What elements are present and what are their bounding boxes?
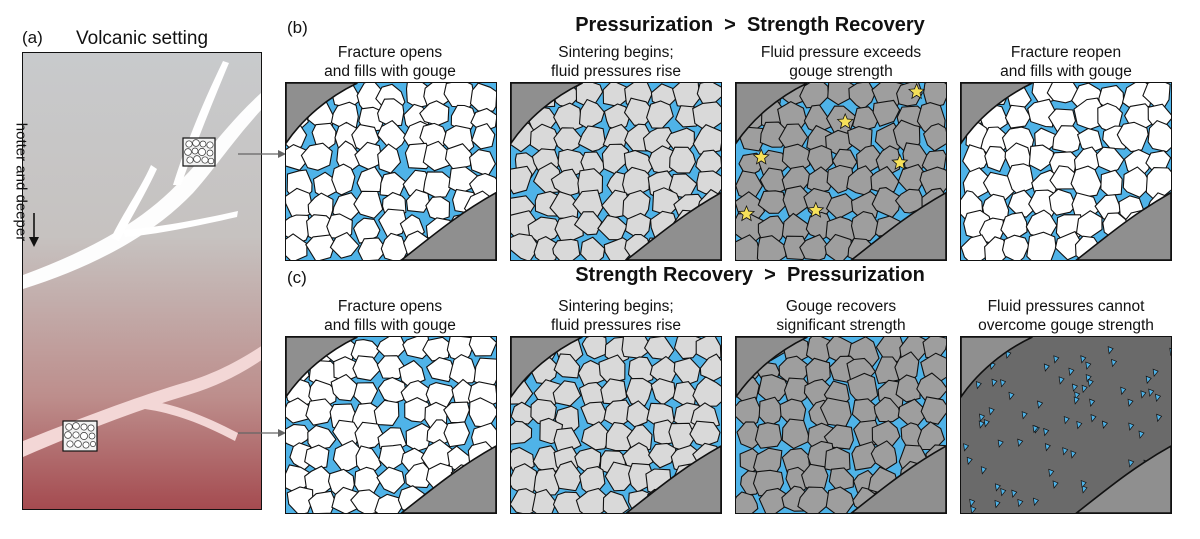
row-b-caption-1: Fracture opens and fills with gouge xyxy=(324,44,456,80)
panel-b-label: (b) xyxy=(287,18,308,37)
row-b-heading: Pressurization > Strength Recovery xyxy=(575,14,925,36)
row-b-caption-4: Fracture reopen and fills with gouge xyxy=(1000,44,1132,80)
row-b-panel-4 xyxy=(960,82,1172,261)
row-c-caption-2: Sintering begins; fluid pressures rise xyxy=(550,298,682,334)
gouge-illustration xyxy=(736,337,946,513)
panel-a-label: (a) xyxy=(22,28,43,47)
panel-c-label: (c) xyxy=(287,268,307,287)
gouge-illustration xyxy=(961,83,1171,260)
row-c-caption-1: Fracture opens and fills with gouge xyxy=(324,298,456,334)
panel-a-title: Volcanic setting xyxy=(76,28,209,49)
row-c-panel-3 xyxy=(735,336,947,514)
gouge-illustration xyxy=(286,83,496,260)
row-c-panel-2 xyxy=(510,336,722,514)
gouge-illustration xyxy=(511,337,721,513)
fracture-star-icon xyxy=(836,112,854,130)
row-b-panel-1 xyxy=(285,82,497,261)
gouge-illustration xyxy=(511,83,721,260)
fracture-star-icon xyxy=(752,148,770,165)
connector-arrows xyxy=(238,150,286,437)
gouge-illustration xyxy=(961,337,1171,513)
row-c-caption-3: Gouge recovers significant strength xyxy=(776,298,906,334)
fracture-star-icon xyxy=(807,201,825,218)
row-b-panel-3 xyxy=(735,82,947,261)
row-b-panel-2 xyxy=(510,82,722,261)
row-c-panel-1 xyxy=(285,336,497,514)
fracture-star-icon xyxy=(737,204,756,222)
gouge-illustration xyxy=(286,337,496,513)
row-c-caption-4: Fluid pressures cannot overcome gouge str… xyxy=(978,298,1154,334)
depth-axis-label: hotter and deeper xyxy=(12,122,30,242)
gouge-illustration xyxy=(736,83,946,260)
fracture-star-icon xyxy=(891,153,909,170)
row-c-panel-4 xyxy=(960,336,1172,514)
row-b-caption-3: Fluid pressure exceeds gouge strength xyxy=(760,44,922,80)
volcanic-setting-figure xyxy=(22,52,262,510)
row-c-heading: Strength Recovery > Pressurization xyxy=(575,264,925,286)
row-b-caption-2: Sintering begins; fluid pressures rise xyxy=(550,44,682,80)
volcanic-cross-section xyxy=(23,53,261,509)
fracture-star-icon xyxy=(908,83,926,100)
